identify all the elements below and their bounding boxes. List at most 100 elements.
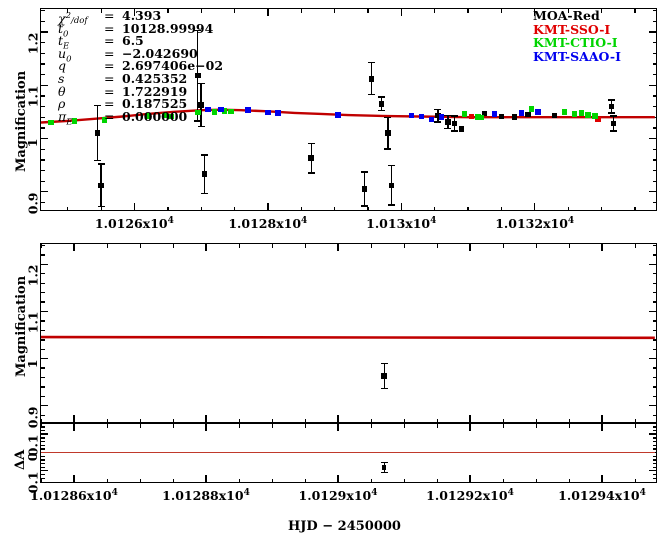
x-tick-minor	[41, 418, 42, 422]
y-tick-minor	[652, 376, 656, 379]
y-tick-minor	[652, 20, 656, 23]
y-tick-minor	[652, 348, 656, 350]
y-tick-minor	[652, 180, 656, 182]
y-tick-major	[649, 405, 656, 407]
x-tick-major	[133, 9, 136, 16]
data-point	[308, 155, 314, 161]
y-tick-minor	[41, 466, 45, 468]
data-point	[245, 107, 251, 113]
data-point	[498, 113, 505, 120]
bottom-residual-panel: -0.1 0 0.1 1.01286x104 1.01288x104 1.0129x104…	[26, 423, 657, 503]
error-bar-cap	[380, 471, 388, 474]
y-tick-minor	[41, 148, 45, 150]
y-tick-minor	[41, 254, 45, 256]
data-point	[265, 109, 271, 116]
x-tick-major	[337, 424, 339, 431]
y-tick-minor	[652, 106, 656, 108]
x-tick-minor	[436, 244, 438, 248]
parameter-equals: =	[104, 108, 115, 124]
x-tick-minor	[200, 206, 202, 210]
x-tick-minor	[403, 244, 405, 248]
y-tick-minor	[652, 459, 656, 461]
error-bar-cap	[361, 171, 369, 173]
error-bar-cap	[444, 114, 452, 117]
data-point	[578, 110, 585, 116]
data-point	[101, 117, 108, 123]
x-tick-minor	[41, 424, 42, 428]
x-tick-major	[337, 415, 339, 422]
y-tick-label: 0.9	[25, 406, 41, 428]
y-tick-minor	[41, 429, 45, 432]
y-tick-minor	[41, 386, 45, 388]
data-point	[478, 114, 485, 121]
data-point	[205, 106, 211, 113]
y-tick-minor	[652, 320, 656, 322]
y-tick-minor	[652, 466, 656, 468]
error-bar-cap	[434, 108, 442, 110]
y-tick-minor	[652, 127, 656, 129]
x-tick-minor	[139, 244, 141, 248]
y-tick-minor	[652, 455, 656, 457]
x-tick-minor	[304, 418, 306, 422]
data-point	[361, 186, 368, 192]
x-tick-major	[469, 415, 471, 422]
data-point	[168, 113, 174, 120]
y-tick-minor	[41, 395, 45, 398]
error-bar-cap	[384, 116, 392, 118]
data-point	[228, 108, 234, 115]
y-tick-minor	[652, 437, 656, 439]
y-tick-minor	[652, 52, 656, 55]
x-tick-minor	[304, 424, 306, 428]
y-tick-major	[41, 263, 48, 265]
data-point	[610, 120, 617, 127]
middle-zoom-panel: 0.9 1 1.1 1.2	[26, 243, 657, 428]
x-tick-minor	[567, 9, 569, 13]
x-tick-label: 1.0129x104	[298, 488, 378, 504]
data-point	[608, 103, 615, 110]
y-tick-minor	[652, 395, 656, 398]
legend-item-kmt-sso-i: KMT-SSO-I	[533, 21, 611, 37]
x-tick-minor	[139, 424, 141, 428]
y-tick-minor	[652, 254, 656, 256]
x-tick-minor	[167, 206, 169, 210]
data-point	[381, 465, 387, 470]
x-tick-minor	[436, 418, 438, 422]
x-tick-major	[73, 424, 75, 431]
x-tick-minor	[634, 424, 636, 428]
x-tick-minor	[106, 424, 108, 428]
data-point	[418, 113, 425, 120]
error-bar-cap	[609, 130, 617, 132]
x-tick-major	[337, 475, 339, 482]
x-tick-minor	[300, 9, 302, 13]
x-tick-minor	[502, 418, 504, 422]
error-bar-cap	[387, 204, 395, 206]
data-point	[461, 111, 468, 117]
parameter-value: 0.425352	[122, 71, 188, 86]
y-tick-minor	[652, 74, 656, 76]
y-tick-minor	[41, 180, 45, 182]
data-point	[218, 106, 224, 113]
y-tick-minor	[652, 462, 656, 465]
y-tick-minor	[652, 440, 656, 443]
x-tick-label: 1.0132x104	[495, 216, 575, 232]
y-tick-minor	[652, 426, 656, 428]
parameter-value: 6.5	[122, 33, 144, 49]
parameter-equals: =	[104, 33, 115, 49]
data-point	[98, 182, 104, 189]
x-tick-minor	[535, 244, 537, 248]
x-tick-major	[400, 9, 402, 16]
x-tick-major	[337, 244, 339, 251]
x-tick-minor	[271, 244, 273, 248]
error-bar-cap	[607, 99, 615, 101]
top-panel-ylabel: Magnification	[14, 70, 29, 172]
y-tick-major	[41, 137, 48, 140]
top-plot-area	[41, 9, 656, 210]
error-bar-cap	[94, 104, 102, 107]
data-point	[385, 130, 391, 136]
x-tick-minor	[500, 9, 503, 13]
y-tick-minor	[41, 127, 45, 129]
bottom-panel-ylabel: ΔA	[13, 449, 28, 470]
y-tick-major	[41, 433, 48, 435]
y-tick-minor	[41, 376, 45, 379]
error-bar-cap	[607, 112, 615, 114]
